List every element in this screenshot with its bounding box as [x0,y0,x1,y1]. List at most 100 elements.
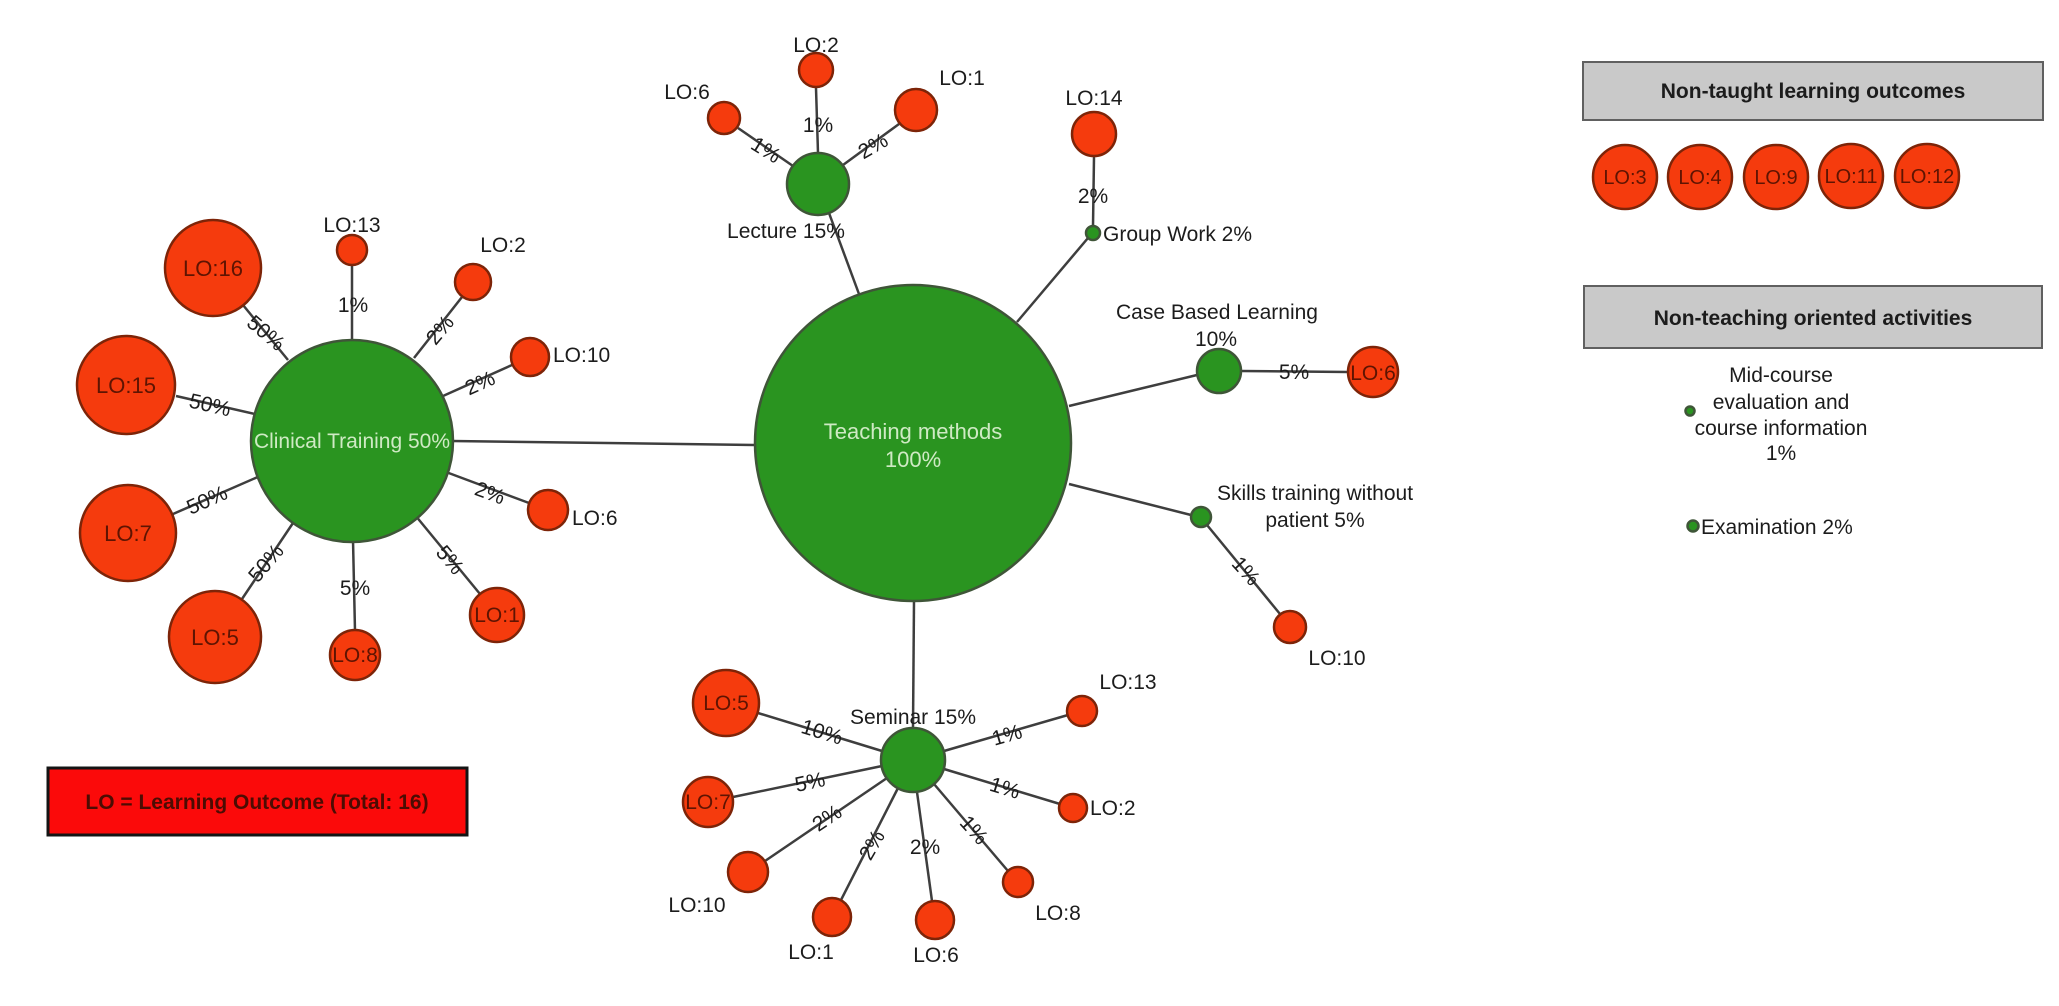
panel-non-teaching: Non-teaching oriented activities Mid-cou… [1583,285,2043,539]
lo14-label: LO:14 [1065,87,1123,110]
lo2-clinical-label: LO:2 [480,234,526,257]
lo2-lecture-label: LO:2 [793,34,839,57]
node-group-work [1084,224,1102,242]
node-clinical-training [249,338,455,544]
edge-clinical-lo1 [414,514,481,595]
edge-casebased-lo6 [1240,369,1349,374]
node-lo16-clinical [163,218,263,318]
edge-skills-lo10 [1206,524,1281,615]
edge-clinical-lo7 [172,474,261,516]
edge-teaching-clinical [451,439,755,447]
cluster-clinical-training: Clinical Training 50% LO:16 50% LO:15 50… [75,214,618,685]
node-lo8-clinical [328,628,382,682]
node-lo1-lecture [893,87,939,133]
lo1-clinical-label: LO:1 [474,604,520,627]
lecture-label: Lecture 15% [727,220,845,243]
node-lo10-skills [1272,609,1308,645]
case-based-label-line1: Case Based Learning [1116,301,1318,324]
edge-clinical-lo15 [175,394,256,416]
node-lo6-casebased [1346,345,1400,399]
edge-seminar-lo1 [839,787,900,901]
lo3-label: LO:3 [1603,167,1646,189]
edge-label-clinical-lo10: 2% [462,367,499,400]
cluster-skills-training: Skills training without patient 5% LO:10… [1189,482,1413,670]
node-lo6-seminar [914,899,956,941]
edge-seminar-lo13 [943,713,1069,753]
node-lo2-lecture [797,51,835,89]
lo13-label: LO:13 [323,214,380,237]
edge-label-clinical-lo16: 50% [242,311,289,356]
lo2-seminar-label: LO:2 [1090,797,1136,820]
lo8-seminar-label: LO:8 [1035,902,1081,925]
edge-label-clinical-lo5: 50% [244,540,289,587]
cluster-group-work: Group Work 2% LO:14 2% [1065,87,1252,246]
legend-label: LO = Learning Outcome (Total: 16) [85,791,428,814]
non-teaching-header-box [1583,285,2043,349]
node-lo2-seminar [1057,792,1089,824]
lo9-label: LO:9 [1754,167,1797,189]
examination-label: Examination 2% [1701,516,1853,539]
lo7-label: LO:7 [104,521,152,546]
node-lo13-seminar [1065,694,1099,728]
edge-teaching-groupwork [1016,237,1089,323]
node-teaching-methods [753,283,1073,603]
edges [172,87,1349,902]
edge-lecture-lo1 [842,122,900,167]
node-lo14-groupwork [1070,110,1118,158]
lo5-label: LO:5 [191,625,239,650]
node-lo7-clinical [78,483,178,583]
edge-label-clinical-lo2: 2% [422,311,459,349]
midcourse-label-line4: 1% [1766,442,1796,465]
edge-label-seminar-lo1: 2% [855,826,890,864]
panel-non-taught: Non-taught learning outcomes LO:3 LO:4 L… [1582,61,2044,211]
edge-seminar-lo2 [943,767,1061,806]
skills-label-line2: patient 5% [1265,509,1364,532]
edge-seminar-lo8 [933,783,1009,872]
node-lo5-seminar [691,668,761,738]
edge-clinical-lo6 [445,470,530,505]
lo6-clinical-label: LO:6 [572,507,618,530]
edge-clinical-lo10 [442,363,513,398]
edge-label-groupwork-lo14: 2% [1078,185,1108,208]
lo16-label: LO:16 [183,256,243,281]
edge-label-clinical-lo7: 50% [183,481,231,519]
edge-clinical-lo8 [351,539,357,632]
edge-teaching-casebased [1068,373,1198,408]
edge-label-seminar-lo6: 2% [910,836,940,859]
node-lo5-clinical [167,589,263,685]
lo8-clinical-label: LO:8 [332,644,378,667]
seminar-label: Seminar 15% [850,706,976,729]
node-lecture [785,151,851,217]
edge-seminar-lo5 [757,711,883,753]
skills-label-line1: Skills training without [1217,482,1413,505]
edge-teaching-skills [1068,482,1192,517]
cluster-case-based-learning: Case Based Learning 10% LO:6 5% [1116,301,1400,399]
edge-teaching-lecture [827,212,861,295]
midcourse-label-line3: course information [1695,417,1868,440]
cluster-teaching-methods: Teaching methods 100% [753,283,1073,603]
teaching-methods-label-line2: 100% [885,447,941,472]
lo1-seminar-label: LO:1 [788,941,834,964]
edge-label-clinical-lo6: 2% [472,477,508,509]
edge-label-seminar-lo10: 2% [808,800,846,836]
clinical-training-label: Clinical Training 50% [254,430,450,453]
node-lo11-nontaught [1817,142,1885,210]
lo4-label: LO:4 [1678,167,1721,189]
node-lo12-nontaught [1893,142,1961,210]
node-lo6-lecture [706,100,742,136]
node-lo15-clinical [75,334,177,436]
node-lo4-nontaught [1666,143,1734,211]
midcourse-label-line2: evaluation and [1713,391,1850,414]
edge-label-clinical-lo15: 50% [187,390,233,422]
node-lo1-clinical [468,586,526,644]
edge-label-seminar-lo5: 10% [798,715,845,749]
node-lo9-nontaught [1742,143,1810,211]
non-taught-title: Non-taught learning outcomes [1661,80,1966,103]
legend-box [46,766,469,837]
node-midcourse-evaluation [1684,405,1696,417]
lo15-label: LO:15 [96,373,156,398]
edge-lecture-lo6 [737,126,794,168]
node-seminar [879,726,947,794]
lo6-seminar-label: LO:6 [913,944,959,967]
node-lo3-nontaught [1591,143,1659,211]
